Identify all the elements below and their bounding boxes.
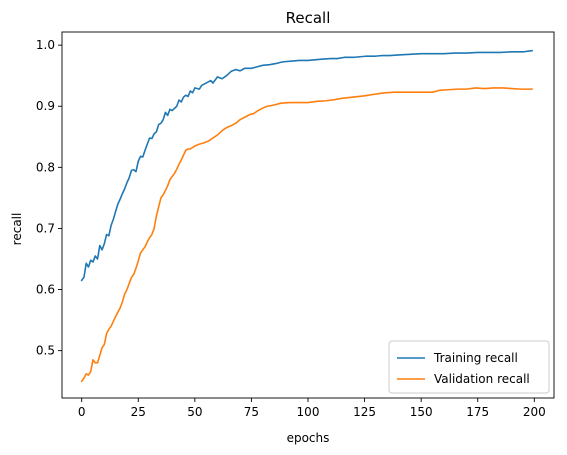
legend-label-training: Training recall — [433, 351, 518, 365]
x-tick-label: 175 — [466, 405, 489, 419]
x-tick-label: 75 — [244, 405, 259, 419]
y-tick-label: 0.8 — [36, 160, 55, 174]
legend-box — [388, 340, 550, 394]
chart-title: Recall — [286, 9, 331, 27]
y-axis-label: recall — [10, 213, 24, 246]
legend: Training recall Validation recall — [388, 340, 550, 394]
x-tick-label: 100 — [297, 405, 320, 419]
axes-layer: 0 25 50 75 100 125 150 175 200 0.5 0.6 0.7 0.8 0.9 1.0 — [36, 31, 555, 419]
series-layer — [80, 49, 533, 383]
y-tick-label: 0.6 — [36, 283, 55, 297]
x-tick-label: 150 — [410, 405, 433, 419]
y-tick-label: 0.5 — [36, 344, 55, 358]
y-tick-label: 1.0 — [36, 38, 55, 52]
x-tick-label: 200 — [523, 405, 546, 419]
series-line-training — [80, 49, 533, 282]
legend-label-validation: Validation recall — [434, 372, 530, 386]
x-tick-label: 25 — [131, 405, 146, 419]
x-tick-label: 125 — [353, 405, 376, 419]
series-line-validation — [80, 87, 533, 383]
x-tick-label: 50 — [187, 405, 202, 419]
x-axis-label: epochs — [287, 431, 330, 445]
y-tick-label: 0.7 — [36, 221, 55, 235]
y-tick-label: 0.9 — [36, 99, 55, 113]
x-tick-label: 0 — [78, 405, 86, 419]
